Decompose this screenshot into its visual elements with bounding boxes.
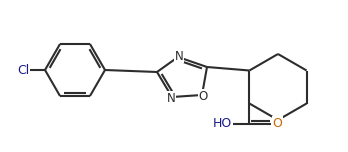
Text: O: O <box>198 90 208 102</box>
Text: O: O <box>272 117 282 130</box>
Text: N: N <box>167 92 175 105</box>
Text: Cl: Cl <box>17 64 29 76</box>
Text: N: N <box>175 50 183 62</box>
Text: HO: HO <box>213 117 232 130</box>
